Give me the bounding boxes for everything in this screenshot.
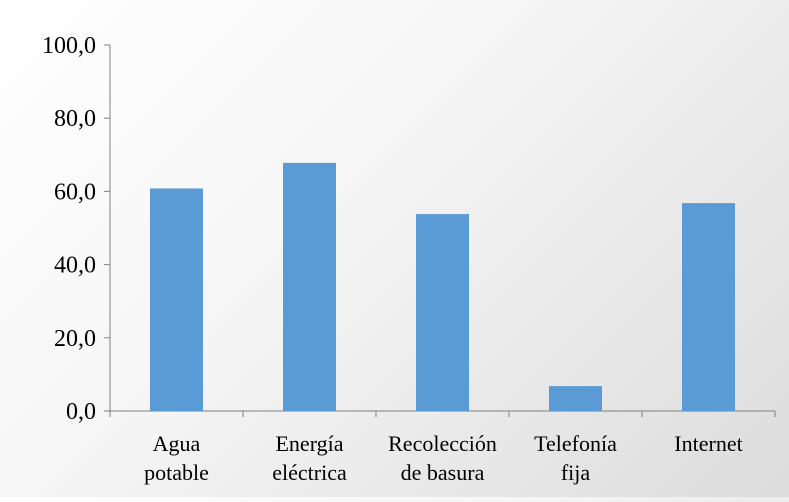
bar [549,386,602,411]
bar [283,162,336,411]
y-tick-label: 60,0 [54,179,96,205]
y-tick-label: 0,0 [66,399,96,425]
x-tick-labels: Agua potable Energía eléctrica Recolección de… [144,431,743,485]
y-tick-label: 40,0 [54,253,96,279]
x-tick-label: Agua potable [144,431,209,485]
axes [104,44,776,417]
bar [150,188,203,411]
bar [416,214,469,411]
x-tick-label: Internet [674,431,742,456]
y-tick-labels: 0,0 20,0 40,0 60,0 80,0 100,0 [42,33,96,425]
x-tick-label: Recolección de basura [388,431,497,485]
x-tick-label: Telefonía fija [534,431,617,485]
x-tick-label: Energía eléctrica [272,431,347,485]
bar [682,203,735,411]
y-tick-label: 80,0 [54,106,96,132]
y-tick-label: 100,0 [42,33,96,59]
bars [150,162,735,411]
y-tick-label: 20,0 [54,326,96,352]
